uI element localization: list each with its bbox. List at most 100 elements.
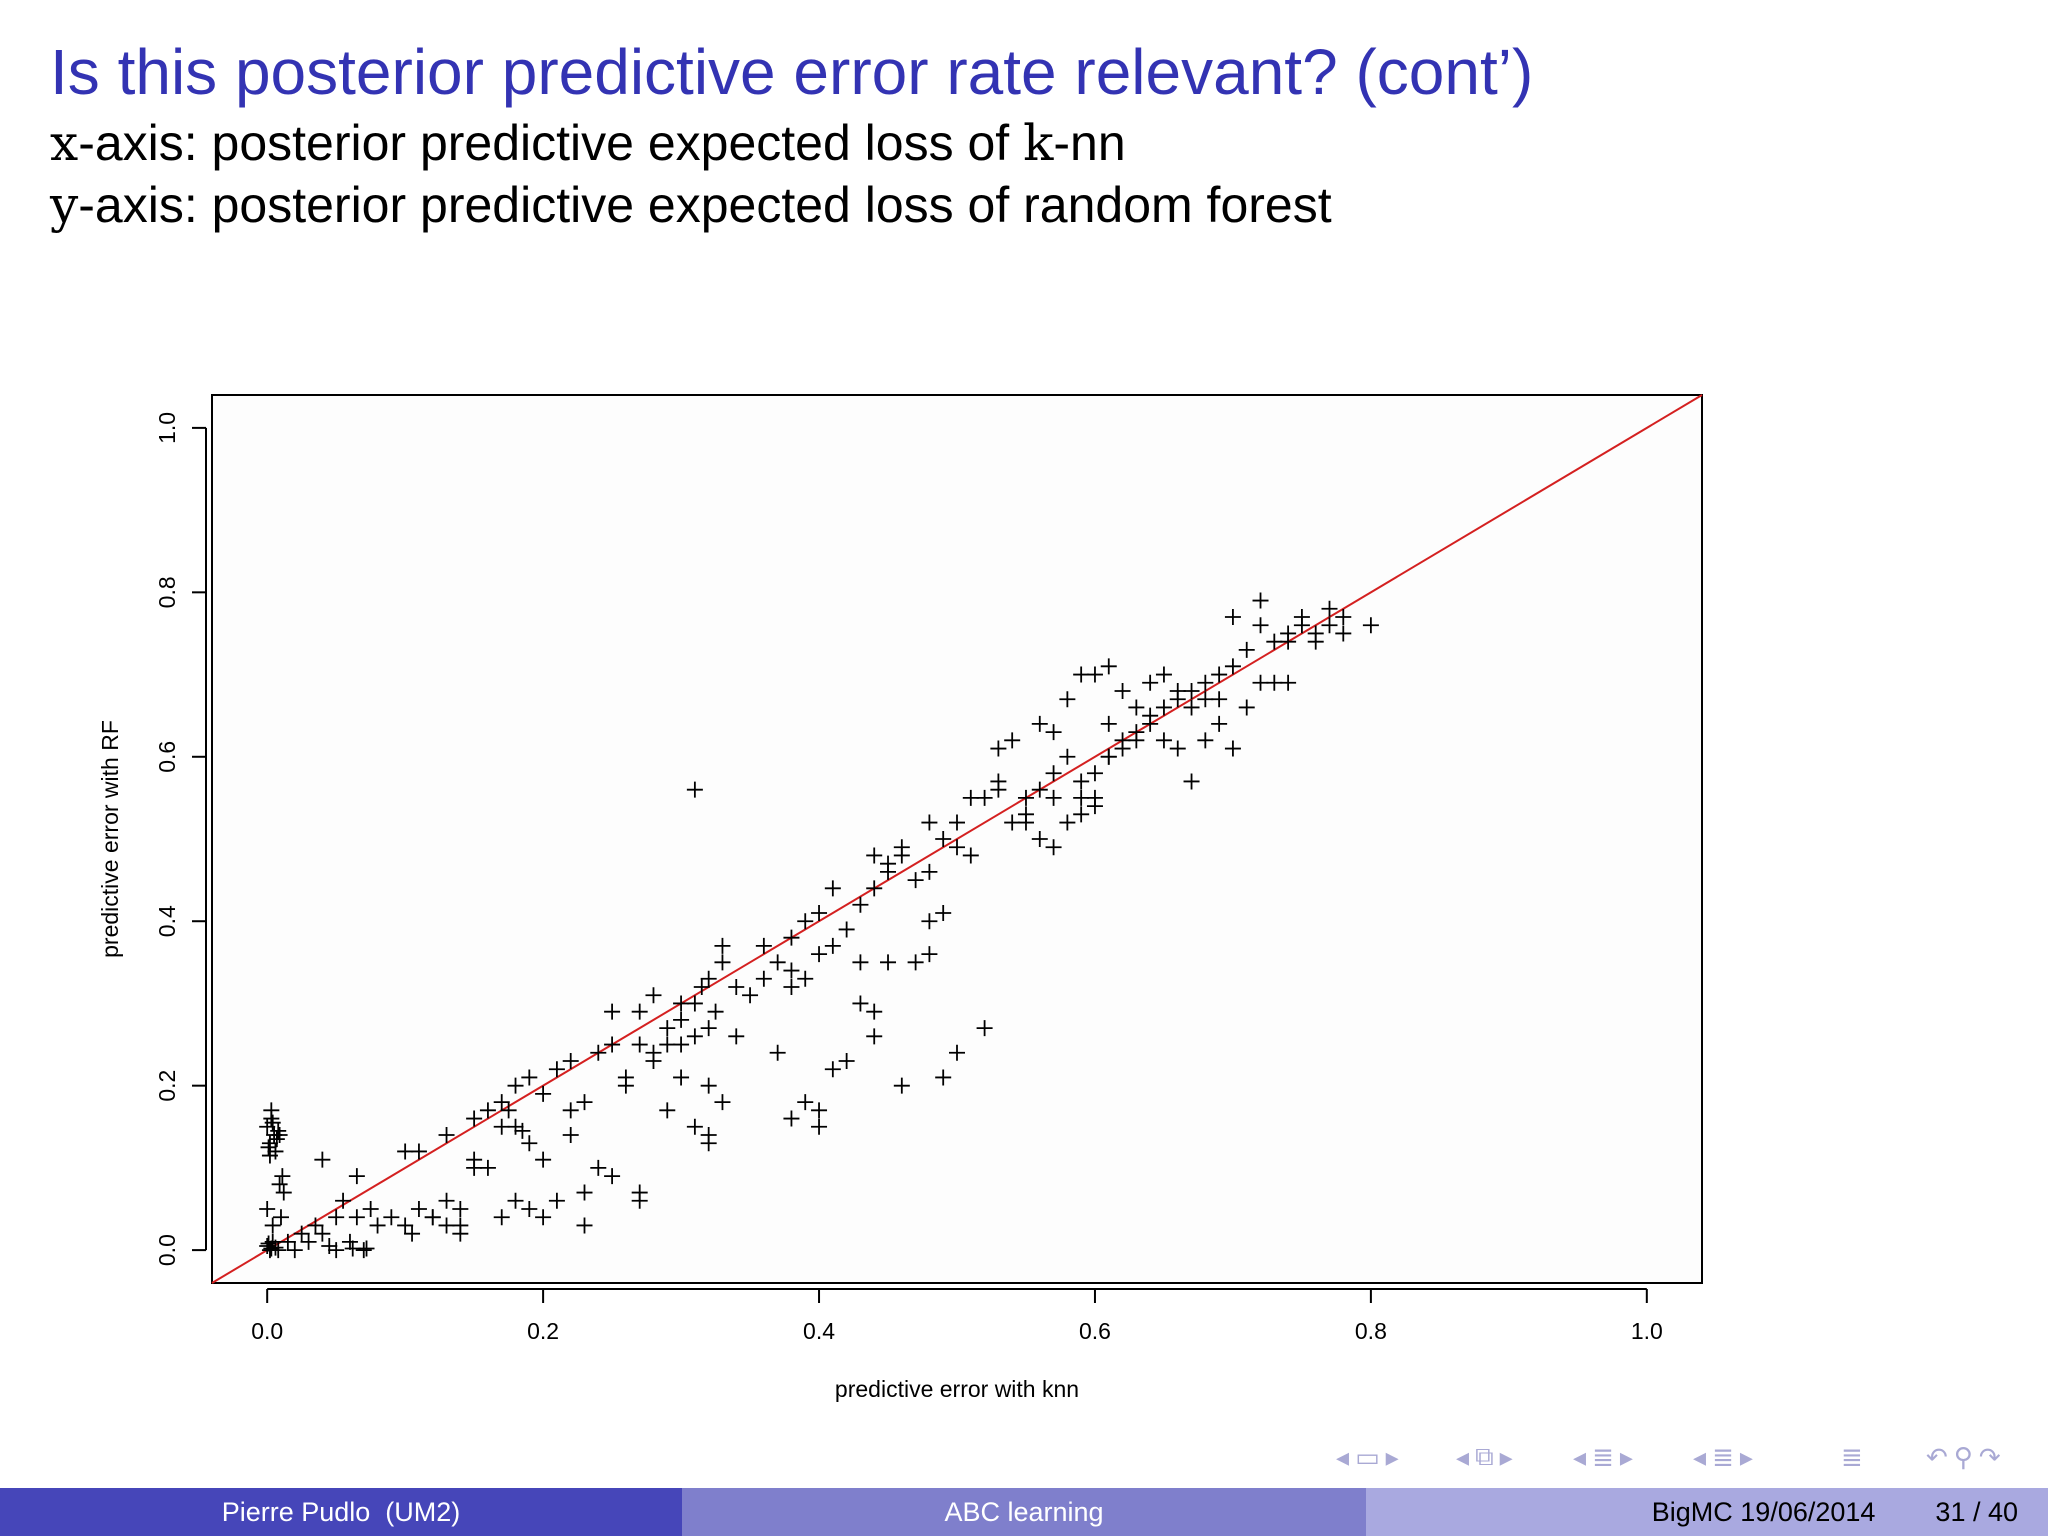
- data-point: [369, 1217, 386, 1234]
- data-point: [1031, 831, 1048, 847]
- subsection-icon[interactable]: ⧉: [1475, 1441, 1494, 1471]
- data-point: [263, 1102, 280, 1119]
- search-nav[interactable]: ↶ ⚲ ↷: [1923, 1440, 2004, 1474]
- list-nav[interactable]: ≣: [1838, 1440, 1866, 1474]
- data-point: [1142, 715, 1159, 732]
- triangle-left-icon[interactable]: ◂: [1456, 1441, 1470, 1472]
- data-point: [1114, 683, 1131, 699]
- data-point: [1183, 773, 1200, 790]
- x-tick-label: 0.2: [527, 1318, 559, 1344]
- k-variable: k: [1023, 114, 1054, 172]
- data-point: [275, 1184, 292, 1201]
- data-point: [438, 1127, 455, 1143]
- data-point: [1224, 740, 1241, 757]
- data-point: [344, 1240, 361, 1257]
- data-point: [348, 1168, 365, 1185]
- data-point: [921, 814, 938, 831]
- subsection-nav[interactable]: ◂ ⧉ ▸: [1453, 1440, 1516, 1474]
- data-point: [493, 1094, 510, 1111]
- undo-icon[interactable]: ↶: [1926, 1441, 1948, 1472]
- data-point: [604, 1168, 621, 1185]
- author-text: Pierre Pudlo (UM2): [221, 1496, 461, 1527]
- x-variable: x: [50, 114, 79, 172]
- data-point: [921, 913, 938, 930]
- x-axis-text-end: -nn: [1053, 115, 1126, 171]
- data-point: [990, 773, 1007, 790]
- subsubsection-icon[interactable]: ≣: [1712, 1441, 1734, 1472]
- slide-title: Is this posterior predictive error rate …: [50, 36, 1534, 108]
- data-point: [866, 847, 883, 864]
- footer-bar: Pierre Pudlo (UM2) ABC learning BigMC 19…: [0, 1488, 2048, 1536]
- data-point: [811, 1118, 828, 1135]
- footer-author: Pierre Pudlo (UM2): [0, 1488, 682, 1536]
- data-point: [590, 1159, 607, 1176]
- data-point: [1045, 724, 1062, 741]
- data-point: [493, 1209, 510, 1226]
- scatter-chart: 0.0 0.2 0.4 0.6 0.8 1.0 0.0 0.2 0.4 0.6 0.8 1.0 pre…: [97, 394, 1703, 1402]
- frame-nav[interactable]: ◂ ▭ ▸: [1333, 1440, 1402, 1474]
- data-point: [728, 1028, 745, 1045]
- data-point: [852, 954, 869, 971]
- data-point: [1266, 674, 1283, 691]
- data-point: [1266, 633, 1283, 650]
- y-tick-label: 0.6: [154, 741, 180, 773]
- search-icon[interactable]: ⚲: [1953, 1441, 1973, 1472]
- data-point: [893, 839, 910, 856]
- data-point: [328, 1209, 345, 1226]
- x-tick-label: 0.8: [1355, 1318, 1387, 1344]
- data-point: [935, 905, 952, 921]
- data-point: [962, 847, 979, 864]
- triangle-left-icon[interactable]: ◂: [1573, 1441, 1587, 1472]
- triangle-left-icon[interactable]: ◂: [1693, 1441, 1707, 1472]
- x-axis-label: predictive error with knn: [835, 1376, 1079, 1402]
- footer-event: BigMC 19/06/2014 31 / 40: [1366, 1488, 2048, 1536]
- triangle-right-icon[interactable]: ▸: [1739, 1441, 1753, 1472]
- triangle-right-icon[interactable]: ▸: [1385, 1441, 1399, 1472]
- data-point: [259, 1201, 276, 1217]
- subsubsection-nav[interactable]: ◂ ≣ ▸: [1690, 1440, 1756, 1474]
- section-nav[interactable]: ◂ ≣ ▸: [1570, 1440, 1636, 1474]
- data-point: [438, 1192, 455, 1209]
- data-point: [755, 970, 772, 987]
- data-point: [562, 1102, 579, 1119]
- data-point: [686, 995, 703, 1012]
- data-point: [362, 1201, 379, 1217]
- triangle-left-icon[interactable]: ◂: [1336, 1441, 1350, 1472]
- data-point: [300, 1233, 317, 1250]
- data-point: [404, 1225, 421, 1242]
- y-tick-label: 0.4: [154, 905, 180, 937]
- data-point: [1335, 609, 1352, 625]
- data-point: [1031, 715, 1048, 732]
- data-point: [548, 1192, 565, 1209]
- page-number: 31 / 40: [1935, 1496, 2018, 1527]
- data-point: [514, 1122, 531, 1139]
- triangle-right-icon[interactable]: ▸: [1619, 1441, 1633, 1472]
- data-point: [397, 1217, 414, 1234]
- data-point: [783, 1110, 800, 1127]
- data-point: [493, 1118, 510, 1135]
- data-point: [631, 1003, 648, 1020]
- data-point: [700, 1135, 717, 1152]
- list-icon[interactable]: ≣: [1841, 1441, 1863, 1472]
- data-point: [866, 880, 883, 897]
- data-point: [1238, 641, 1255, 658]
- data-point: [1017, 789, 1034, 806]
- triangle-right-icon[interactable]: ▸: [1499, 1441, 1513, 1472]
- data-point: [307, 1217, 324, 1234]
- data-point: [263, 1240, 280, 1257]
- data-point: [1086, 789, 1103, 806]
- data-point: [631, 1036, 648, 1053]
- data-point: [1169, 683, 1186, 699]
- data-point: [673, 995, 690, 1012]
- data-point: [838, 921, 855, 938]
- redo-icon[interactable]: ↷: [1978, 1441, 2001, 1472]
- data-point: [1252, 674, 1269, 691]
- data-point: [1031, 781, 1048, 798]
- data-point: [268, 1131, 285, 1148]
- data-point: [314, 1151, 331, 1168]
- data-point: [479, 1102, 496, 1119]
- data-point: [700, 1020, 717, 1037]
- section-icon[interactable]: ≣: [1592, 1441, 1614, 1472]
- data-point: [271, 1176, 288, 1193]
- frame-icon[interactable]: ▭: [1355, 1441, 1380, 1472]
